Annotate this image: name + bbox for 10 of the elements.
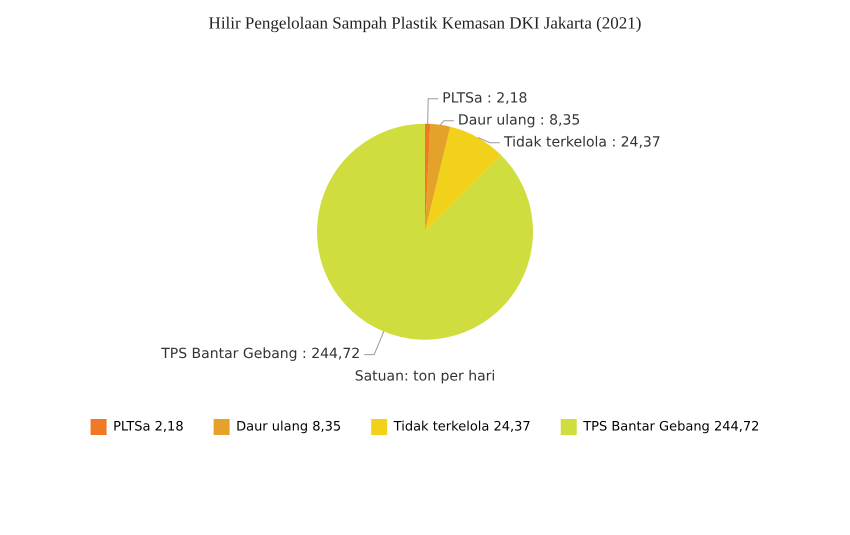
legend-label: Tidak terkelola 24,37 <box>392 419 531 434</box>
legend-label: Daur ulang 8,35 <box>236 419 342 434</box>
chart-title: Hilir Pengelolaan Sampah Plastik Kemasan DKI Jakarta (2021) <box>208 14 642 33</box>
slice-label: Daur ulang : 8,35 <box>458 112 580 128</box>
slice-label: TPS Bantar Gebang : 244,72 <box>160 346 360 362</box>
slice-label: PLTSa : 2,18 <box>442 90 528 106</box>
legend-label: PLTSa 2,18 <box>113 419 184 434</box>
slice-label: Tidak terkelola : 24,37 <box>502 134 661 150</box>
legend-label: TPS Bantar Gebang 244,72 <box>582 419 760 434</box>
text: Satuan: ton per hari <box>354 368 496 385</box>
